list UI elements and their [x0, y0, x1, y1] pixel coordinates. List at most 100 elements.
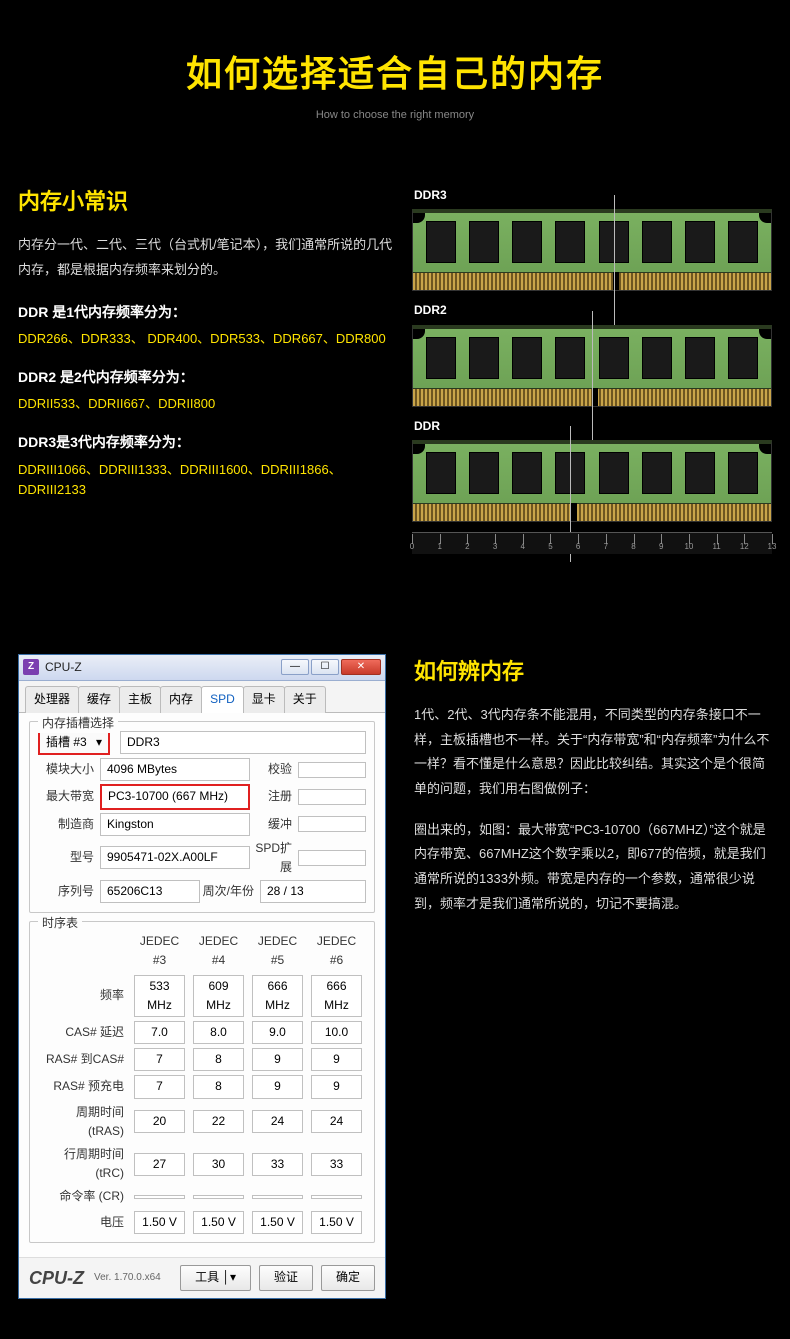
cpuz-window: Z CPU-Z — ☐ ✕ 处理器缓存主板内存SPD显卡关于 内存插槽选择 插槽… [18, 654, 386, 1300]
timing-cell: 9 [311, 1048, 362, 1071]
timing-cell: 1.50 V [252, 1211, 303, 1234]
ok-button[interactable]: 确定 [321, 1265, 375, 1290]
timing-header: JEDEC #3 [130, 930, 189, 972]
intro-paragraph: 内存分一代、二代、三代（台式机/笔记本），我们通常所说的几代内存，都是根据内存频… [18, 233, 394, 282]
label-serial: 序列号 [38, 882, 100, 901]
timing-cell: 8.0 [193, 1021, 244, 1044]
timing-cell: 27 [134, 1153, 185, 1176]
section-identify-memory: Z CPU-Z — ☐ ✕ 处理器缓存主板内存SPD显卡关于 内存插槽选择 插槽… [0, 594, 790, 1339]
ruler-mark: 3 [493, 541, 497, 554]
timing-row-label: CAS# 延迟 [38, 1019, 130, 1046]
timing-row-label: 周期时间 (tRAS) [38, 1101, 130, 1143]
ruler-mark: 1 [437, 541, 441, 554]
tab-处理器[interactable]: 处理器 [25, 686, 79, 713]
tab-显卡[interactable]: 显卡 [243, 686, 285, 713]
cpuz-brand-text: CPU-Z [29, 1264, 84, 1293]
ram-stick-ddr3 [412, 209, 772, 291]
page-subtitle: How to choose the right memory [0, 107, 790, 125]
timing-cell: 30 [193, 1153, 244, 1176]
timing-cell: 533 MHz [134, 975, 185, 1017]
window-close-button[interactable]: ✕ [341, 659, 381, 675]
page-title: 如何选择适合自己的内存 [0, 45, 790, 103]
timing-cell: 33 [252, 1153, 303, 1176]
cpuz-footer: CPU-Z Ver. 1.70.0.x64 工具 │▾ 验证 确定 [19, 1257, 385, 1299]
ruler-mark: 9 [659, 541, 663, 554]
group-slot-select: 内存插槽选择 插槽 #3 ▾ DDR3 模块大小 4096 MBytes 校验 [29, 721, 375, 913]
timing-cell: 1.50 V [134, 1211, 185, 1234]
notch-leader-ddr3 [614, 195, 615, 331]
label-max-bandwidth: 最大带宽 [38, 787, 100, 806]
ruler-mark: 5 [548, 541, 552, 554]
timing-cell [134, 1195, 185, 1199]
timing-header: JEDEC #4 [189, 930, 248, 972]
slot-select-value: 插槽 #3 [46, 733, 87, 752]
tab-缓存[interactable]: 缓存 [78, 686, 120, 713]
label-week-year: 周次/年份 [200, 882, 260, 901]
ruler-mark: 0 [410, 541, 414, 554]
label-registered: 注册 [250, 787, 298, 806]
label-ddr: DDR [414, 417, 772, 436]
tab-内存[interactable]: 内存 [160, 686, 202, 713]
window-title: CPU-Z [45, 658, 281, 677]
cpuz-body: 内存插槽选择 插槽 #3 ▾ DDR3 模块大小 4096 MBytes 校验 [19, 713, 385, 1257]
window-titlebar[interactable]: Z CPU-Z — ☐ ✕ [19, 655, 385, 681]
timing-row-label: 频率 [38, 973, 130, 1019]
hero: 如何选择适合自己的内存 How to choose the right memo… [0, 0, 790, 154]
timing-cell: 10.0 [311, 1021, 362, 1044]
timing-cell: 33 [311, 1153, 362, 1176]
window-maximize-button[interactable]: ☐ [311, 659, 339, 675]
cpuz-version: Ver. 1.70.0.x64 [94, 1270, 161, 1286]
chevron-down-icon: │▾ [222, 1270, 236, 1284]
timing-cell: 24 [252, 1110, 303, 1133]
verify-button[interactable]: 验证 [259, 1265, 313, 1290]
slot-type-value: DDR3 [120, 731, 366, 754]
timing-cell: 22 [193, 1110, 244, 1133]
window-minimize-button[interactable]: — [281, 659, 309, 675]
timing-cell: 7.0 [134, 1021, 185, 1044]
timing-cell [311, 1195, 362, 1199]
value-registered [298, 789, 366, 805]
heading-memory-basics: 内存小常识 [18, 184, 394, 219]
notch-leader-ddr2 [592, 311, 593, 447]
timing-cell [252, 1195, 303, 1199]
value-buffered [298, 816, 366, 832]
section-memory-basics: 内存小常识 内存分一代、二代、三代（台式机/笔记本），我们通常所说的几代内存，都… [0, 154, 790, 594]
ruler-mark: 4 [521, 541, 525, 554]
ruler-mark: 7 [604, 541, 608, 554]
value-week-year: 28 / 13 [260, 880, 366, 903]
label-ddr2: DDR2 [414, 301, 772, 320]
tools-button-label: 工具 [195, 1270, 219, 1284]
tab-关于[interactable]: 关于 [284, 686, 326, 713]
ram-stick-ddr [412, 440, 772, 522]
label-ddr3: DDR3 [414, 186, 772, 205]
timing-cell: 666 MHz [252, 975, 303, 1017]
slot-select[interactable]: 插槽 #3 ▾ [38, 730, 110, 755]
gen1-list: DDR266、DDR333、 DDR400、DDR533、DDR667、DDR8… [18, 329, 394, 350]
timing-cell: 9 [252, 1075, 303, 1098]
cpuz-brand: CPU-Z [29, 1264, 84, 1293]
ram-diagram: DDR3 DDR2 DDR [412, 184, 772, 554]
tab-SPD[interactable]: SPD [201, 686, 244, 713]
timing-cell: 20 [134, 1110, 185, 1133]
timing-cell [193, 1195, 244, 1199]
value-max-bandwidth: PC3-10700 (667 MHz) [100, 784, 250, 809]
timing-row-label: 行周期时间 (tRC) [38, 1143, 130, 1185]
timing-header: JEDEC #5 [248, 930, 307, 972]
ruler-mark: 12 [740, 541, 749, 554]
tab-主板[interactable]: 主板 [119, 686, 161, 713]
timings-table: JEDEC #3JEDEC #4JEDEC #5JEDEC #6 频率533 M… [38, 930, 366, 1235]
para-identify-1: 1代、2代、3代内存条不能混用，不同类型的内存条接口不一样，主板插槽也不一样。关… [414, 703, 772, 802]
para-identify-2: 圈出来的，如图：最大带宽“PC3-10700（667MHZ）”这个就是内存带宽、… [414, 818, 772, 917]
ruler-mark: 6 [576, 541, 580, 554]
ruler-mark: 2 [465, 541, 469, 554]
tools-button[interactable]: 工具 │▾ [180, 1265, 251, 1290]
label-vendor: 制造商 [38, 815, 100, 834]
gen1-title: DDR 是1代内存频率分为： [18, 301, 394, 323]
chevron-down-icon: ▾ [96, 733, 102, 752]
ruler-mark: 11 [712, 541, 720, 554]
value-module-size: 4096 MBytes [100, 758, 250, 781]
value-model: 9905471-02X.A00LF [100, 846, 250, 869]
ruler-mark: 8 [631, 541, 635, 554]
label-parity: 校验 [250, 760, 298, 779]
timing-header: JEDEC #6 [307, 930, 366, 972]
